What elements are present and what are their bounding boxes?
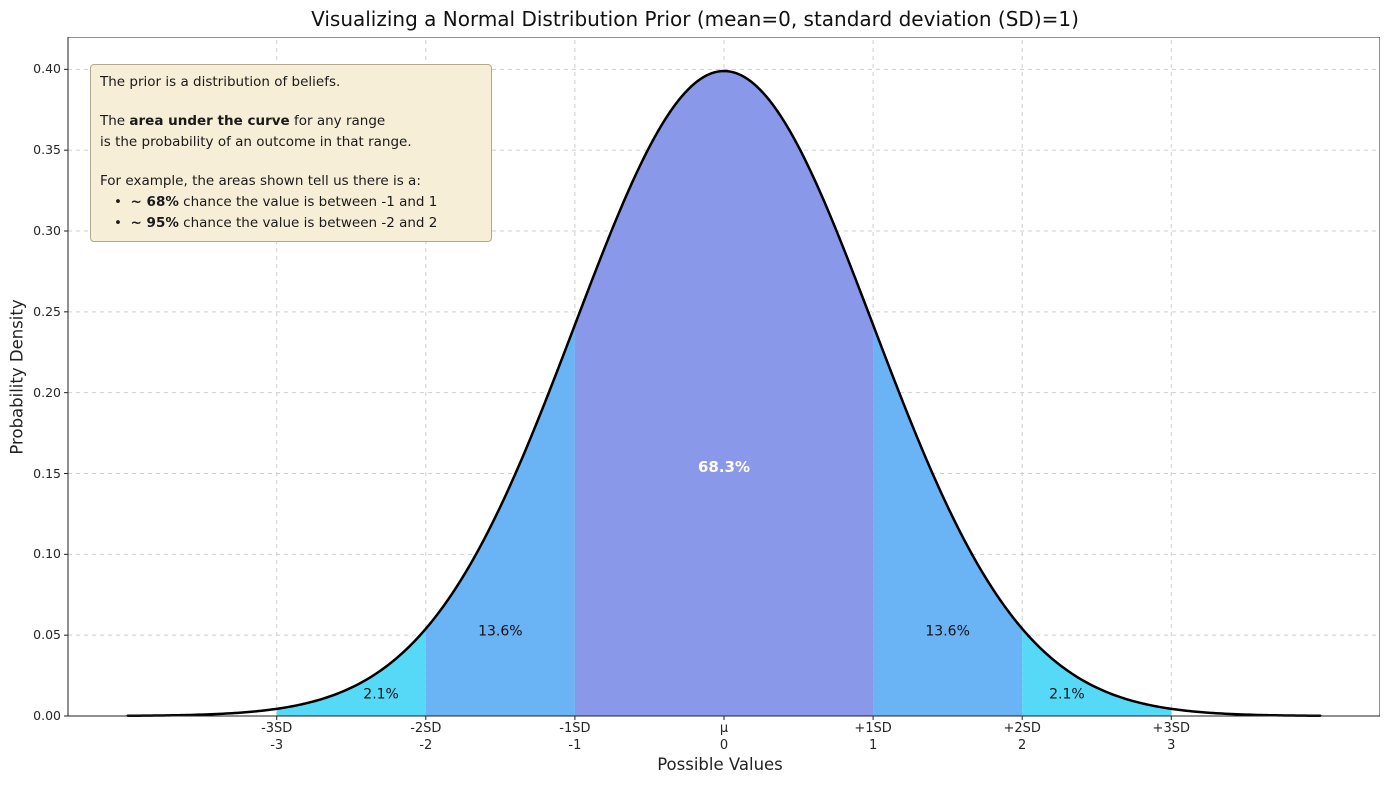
x-tick-label: +1SD 1 [828,720,918,754]
y-tick-label: 0.35 [33,142,61,158]
bullet-icon: • [114,215,131,231]
annotation-line-4: For example, the areas shown tell us the… [100,173,421,189]
y-tick-label: 0.30 [33,223,61,238]
annotation-text-segment: chance the value is between -2 and 2 [178,215,438,231]
annotation-bold-segment: ~ 68% [130,194,179,210]
bullet-icon: • [114,194,131,210]
x-tick-label: +2SD 2 [977,720,1067,754]
annotation-text-segment: chance the value is between -1 and 1 [178,194,438,210]
shaded-region [574,71,874,717]
x-tick-sd-label: -3SD [261,721,293,736]
x-tick-value-label: 1 [868,738,878,753]
x-tick-sd-label: -2SD [410,721,442,736]
y-tick-label: 0.05 [33,627,61,643]
annotation-line-2: The area under the curve for any range [100,111,482,132]
annotation-text-segment: The [100,113,130,129]
y-tick-label: 0.40 [33,61,61,77]
x-tick-value-label: -3 [270,738,284,753]
x-tick-sd-label: +1SD [854,721,892,736]
plot-area: 2.1% 13.6% 68.3% 13.6% 2.1% [64,37,1380,720]
x-tick-sd-label: μ [719,721,729,736]
x-tick-sd-label: -1SD [559,721,591,736]
annotation-bold-segment: area under the curve [129,113,290,129]
x-tick-value-label: 3 [1167,738,1176,753]
region-label: 2.1% [1049,686,1085,702]
y-tick-label: 0.10 [33,546,61,562]
shaded-region [1022,628,1172,716]
x-tick-sd-label: +3SD [1152,721,1190,736]
x-tick-sd-label: +2SD [1003,721,1041,736]
chart-title: Visualizing a Normal Distribution Prior … [311,7,1079,31]
shaded-region [276,628,426,716]
x-tick-label: -3SD -3 [232,720,322,754]
x-tick-label: +3SD 3 [1126,720,1216,754]
region-label: 2.1% [363,686,399,702]
y-axis-label: Probability Density [7,299,27,455]
x-tick-value-label: -1 [568,738,582,753]
pdf-curve [126,69,1322,718]
annotation-line-3: is the probability of an outcome in that… [100,134,412,150]
x-tick-label: -2SD -2 [381,720,471,754]
x-tick-label: -1SD -1 [530,720,620,754]
x-tick-value-label: -2 [419,738,433,753]
region-label: 13.6% [925,623,969,639]
y-tick-label: 0.15 [33,465,61,481]
y-tick-label: 0.00 [33,708,61,723]
annotation-box: The prior is a distribution of beliefs. … [90,64,492,242]
annotation-bold-segment: ~ 95% [130,215,179,231]
x-axis-label: Possible Values [657,755,783,774]
x-tick-value-label: 2 [1018,738,1027,753]
annotation-bullet-68: • ~ 68% chance the value is between -1 a… [100,192,482,213]
annotation-bullet-95: • ~ 95% chance the value is between -2 a… [100,213,482,234]
annotation-line-1: The prior is a distribution of beliefs. [100,74,341,90]
region-label: 13.6% [478,623,522,639]
y-tick-label: 0.20 [33,384,61,400]
region-label: 68.3% [698,458,750,476]
annotation-text-segment: for any range [289,113,386,129]
annotation-spacer [100,153,482,171]
tick-marks [64,68,1172,720]
x-tick-value-label: 0 [719,738,729,753]
annotation-spacer [100,93,482,111]
y-tick-label: 0.25 [33,303,61,319]
